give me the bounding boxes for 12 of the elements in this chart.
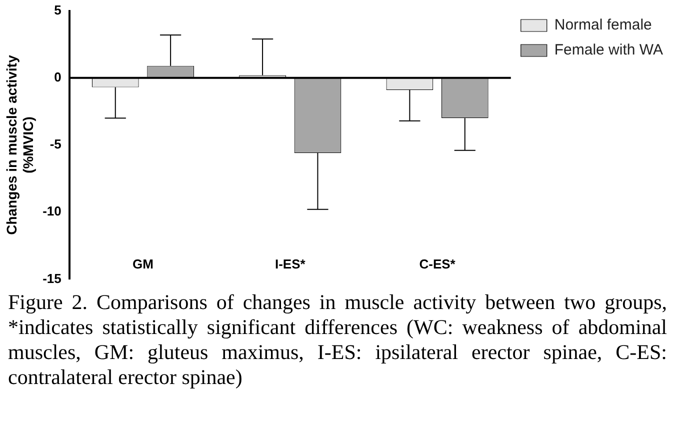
x-tick-label: I-ES* — [274, 256, 306, 272]
x-tick-label: GM — [132, 256, 154, 272]
legend-label: Normal female — [554, 16, 652, 34]
y-tick-label: 0 — [54, 69, 62, 84]
y-tick-label: -10 — [42, 204, 62, 219]
y-tick-label: -5 — [50, 136, 62, 152]
y-axis-title: Changes in muscle activity (%MVIC) — [3, 54, 36, 235]
caption: Figure 2. Comparisons of changes in muscle activity between two groups, *indicates statistically significant differences (WC: weakness of abdominal muscles, GM: gluteus maximus, I-ES: ipsilateral erector spinae, C-ES: contralateral erector spinae) — [7, 290, 668, 390]
x-tick-label: C-ES* — [419, 256, 456, 272]
y-tick-label: 5 — [54, 2, 62, 18]
legend-label: Female with WA — [554, 42, 664, 59]
y-tick-label: -15 — [42, 270, 62, 286]
